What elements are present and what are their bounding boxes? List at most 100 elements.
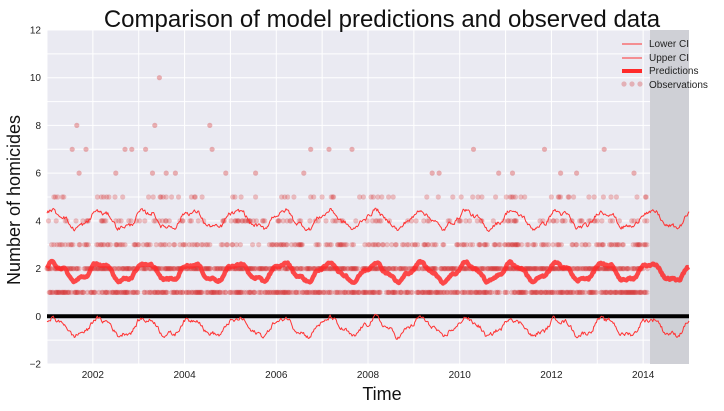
observation-point <box>515 242 521 248</box>
observation-point <box>342 266 348 272</box>
observation-point <box>162 266 169 272</box>
observation-point <box>239 289 245 295</box>
observation-point <box>212 266 218 272</box>
observation-point <box>448 266 454 272</box>
observation-point <box>80 289 86 295</box>
observation-point <box>590 289 597 295</box>
observation-point <box>294 289 300 295</box>
observation-point <box>234 218 240 224</box>
observation-point <box>163 266 169 272</box>
observation-point <box>363 289 369 295</box>
observation-point <box>579 218 585 224</box>
observation-point <box>119 289 125 295</box>
observation-point <box>428 289 434 295</box>
observation-point <box>158 194 164 200</box>
observation-point <box>134 289 140 295</box>
observation-point <box>484 289 490 295</box>
observation-point <box>558 194 564 200</box>
observation-point <box>576 289 582 295</box>
observation-point <box>412 242 418 248</box>
observation-point <box>363 289 370 295</box>
observation-point <box>128 218 134 224</box>
observation-point <box>120 194 126 200</box>
observation-point <box>438 266 444 272</box>
observation-point <box>278 242 284 248</box>
observation-point <box>630 266 636 272</box>
observation-point <box>602 289 608 295</box>
observation-point <box>360 289 366 295</box>
observation-point <box>619 266 626 272</box>
observation-point <box>457 218 464 224</box>
observation-point <box>390 289 396 295</box>
observation-point <box>512 289 518 295</box>
observation-point <box>53 218 59 224</box>
observation-point <box>623 289 629 295</box>
observation-point <box>507 266 513 272</box>
observation-point <box>473 289 480 295</box>
observation-point <box>433 266 439 272</box>
observation-point <box>326 146 332 152</box>
observation-point <box>141 289 147 295</box>
observation-point <box>621 266 627 272</box>
observation-point <box>282 194 288 200</box>
observation-point <box>515 289 521 295</box>
observation-point <box>161 289 167 295</box>
observation-point <box>464 242 470 248</box>
observation-point <box>484 266 490 272</box>
observation-point <box>496 289 503 295</box>
observation-point <box>586 194 592 200</box>
observation-point <box>509 194 515 200</box>
observation-point <box>208 289 214 295</box>
observation-point <box>285 289 291 295</box>
observation-point <box>105 242 111 248</box>
observation-point <box>606 242 613 248</box>
observation-point <box>73 218 79 224</box>
observation-point <box>264 289 270 295</box>
observation-point <box>405 242 412 248</box>
observation-point <box>372 289 378 295</box>
observation-point <box>462 289 468 295</box>
observation-point <box>120 266 126 272</box>
observation-point <box>529 289 535 295</box>
observation-point <box>492 266 498 272</box>
observation-point <box>590 289 596 295</box>
observation-point <box>522 289 529 295</box>
observation-point <box>511 289 517 295</box>
observation-point <box>117 266 123 272</box>
observation-point <box>385 266 391 272</box>
observation-point <box>292 289 298 295</box>
observation-point <box>610 218 616 224</box>
observation-point <box>373 266 379 272</box>
observation-point <box>186 289 192 295</box>
observation-point <box>352 289 358 295</box>
observation-point <box>276 289 282 295</box>
observation-point <box>362 242 368 248</box>
observation-point <box>496 170 502 176</box>
observation-point <box>414 289 420 295</box>
observation-point <box>91 289 97 295</box>
observation-point <box>256 266 262 272</box>
observation-point <box>113 289 120 295</box>
observation-point <box>512 289 519 295</box>
observation-point <box>603 289 609 295</box>
observation-point <box>98 194 104 200</box>
observation-point <box>135 289 141 295</box>
observation-point <box>319 194 325 200</box>
observation-point <box>491 242 497 248</box>
observation-point <box>524 242 530 248</box>
observation-point <box>587 289 593 295</box>
observation-point <box>519 289 525 295</box>
observation-point <box>179 289 185 295</box>
observation-point <box>460 289 466 295</box>
observation-point <box>518 289 524 295</box>
observation-point <box>644 289 650 295</box>
observation-point <box>513 242 519 248</box>
observation-point <box>434 289 441 295</box>
observation-point <box>214 266 220 272</box>
observation-point <box>452 289 458 295</box>
observation-point <box>223 170 229 176</box>
observation-point <box>192 289 198 295</box>
observation-point <box>152 122 158 128</box>
observation-point <box>133 242 139 248</box>
observation-point <box>548 289 554 295</box>
